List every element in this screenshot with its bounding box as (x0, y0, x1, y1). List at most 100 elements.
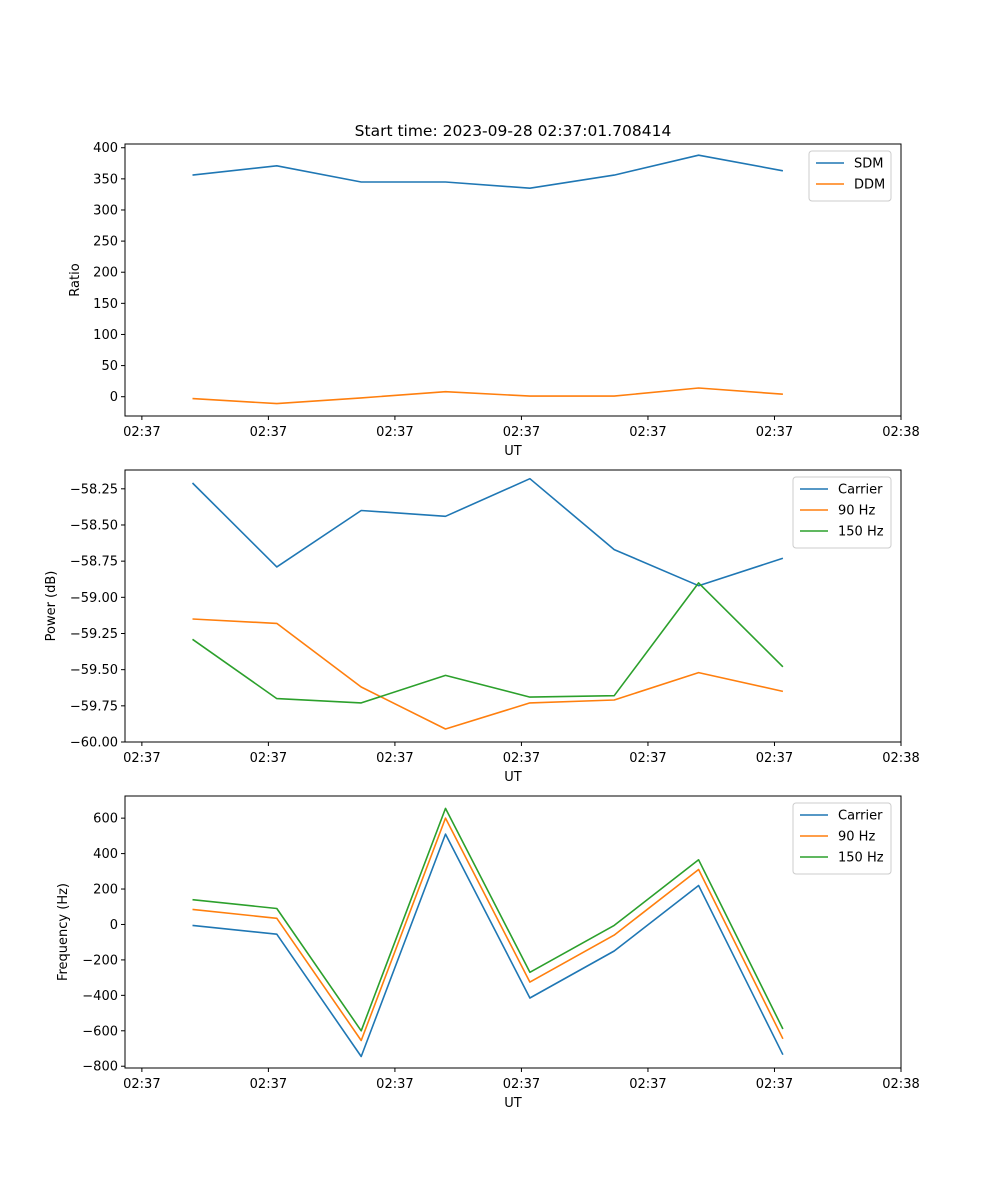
x-tick-label: 02:37 (250, 425, 287, 440)
data-point-carrier (613, 548, 615, 550)
data-point-sdm (529, 187, 531, 189)
y-tick-label: −59.75 (70, 699, 118, 714)
data-point-carrier (782, 1054, 784, 1056)
x-tick-label: 02:37 (250, 751, 287, 766)
data-point-90-hz (276, 917, 278, 919)
x-axis-label: UT (504, 444, 522, 459)
axes-frame (124, 143, 902, 417)
y-axis-label: Ratio (68, 263, 83, 296)
y-axis-label: Frequency (Hz) (56, 883, 71, 981)
y-tick-label: 350 (93, 172, 118, 187)
chart-title: Start time: 2023-09-28 02:37:01.708414 (355, 122, 672, 140)
data-point-150-hz (782, 666, 784, 668)
legend-label: Carrier (838, 483, 883, 498)
data-point-sdm (191, 174, 193, 176)
data-point-90-hz (529, 702, 531, 704)
x-tick-label: 02:37 (629, 425, 666, 440)
x-tick-label: 02:37 (629, 751, 666, 766)
data-point-ddm (276, 402, 278, 404)
legend-label: Carrier (838, 809, 883, 824)
series-line-carrier (191, 477, 784, 587)
y-tick-label: −58.50 (70, 518, 118, 533)
data-point-ddm (529, 395, 531, 397)
x-axis-label: UT (504, 770, 522, 785)
data-point-150-hz (697, 859, 699, 861)
data-point-ddm (444, 391, 446, 393)
x-axis-label: UT (504, 1096, 522, 1111)
data-point-carrier (276, 933, 278, 935)
data-point-ddm (613, 395, 615, 397)
y-tick-label: −60.00 (70, 736, 118, 751)
data-point-150-hz (360, 1030, 362, 1032)
data-point-carrier (360, 1055, 362, 1057)
data-point-90-hz (613, 934, 615, 936)
legend: SDM DDM (808, 150, 892, 202)
data-point-150-hz (444, 807, 446, 809)
x-tick-label: 02:37 (123, 425, 160, 440)
data-point-ddm (360, 397, 362, 399)
data-point-90-hz (191, 908, 193, 910)
data-point-sdm (697, 154, 699, 156)
x-tick-label: 02:37 (376, 751, 413, 766)
data-point-sdm (276, 165, 278, 167)
data-point-sdm (444, 181, 446, 183)
data-point-carrier (191, 924, 193, 926)
data-point-150-hz (782, 1028, 784, 1030)
legend-label: 150 Hz (838, 851, 884, 866)
data-point-150-hz (191, 638, 193, 640)
data-point-carrier (782, 557, 784, 559)
data-point-150-hz (613, 695, 615, 697)
data-point-carrier (697, 884, 699, 886)
axes-frame (124, 469, 902, 743)
y-tick-label: −58.75 (70, 555, 118, 570)
data-point-ddm (782, 393, 784, 395)
data-point-150-hz (360, 702, 362, 704)
data-point-ddm (697, 387, 699, 389)
data-point-sdm (613, 174, 615, 176)
y-tick-label: −600 (82, 1024, 118, 1039)
x-tick-label: 02:37 (123, 1077, 160, 1092)
legend-label: 90 Hz (838, 504, 875, 519)
y-tick-label: 300 (93, 203, 118, 218)
data-point-carrier (444, 515, 446, 517)
data-point-carrier (191, 482, 193, 484)
data-point-150-hz (444, 674, 446, 676)
legend-label: DDM (854, 178, 885, 193)
x-tick-label: 02:37 (503, 751, 540, 766)
data-point-carrier (529, 997, 531, 999)
x-tick-label: 02:37 (756, 1077, 793, 1092)
y-tick-label: −58.25 (70, 482, 118, 497)
chart-panel-3: −800 −600 −400 −200 0 200 400 600 02:37 02:37 02:3… (56, 795, 920, 1111)
y-tick-label: −200 (82, 953, 118, 968)
data-point-90-hz (276, 622, 278, 624)
data-point-carrier (276, 566, 278, 568)
y-axis-label: Power (dB) (44, 571, 59, 642)
legend-label: SDM (854, 157, 883, 172)
data-point-150-hz (697, 582, 699, 584)
axes-frame (124, 795, 902, 1069)
x-tick-label: 02:38 (882, 1077, 919, 1092)
series-line-150-hz (192, 807, 784, 1032)
x-tick-label: 02:37 (250, 1077, 287, 1092)
data-point-carrier (360, 509, 362, 511)
y-tick-label: −800 (82, 1060, 118, 1075)
data-point-150-hz (613, 924, 615, 926)
data-point-90-hz (529, 981, 531, 983)
x-tick-label: 02:37 (629, 1077, 666, 1092)
x-tick-label: 02:37 (376, 425, 413, 440)
legend: Carrier 90 Hz 150 Hz (792, 476, 892, 549)
data-point-ddm (191, 397, 193, 399)
x-tick-label: 02:37 (503, 1077, 540, 1092)
series-line-carrier (192, 833, 784, 1058)
data-point-90-hz (782, 1038, 784, 1040)
y-tick-label: 100 (93, 328, 118, 343)
y-tick-label: 600 (93, 812, 118, 827)
x-tick-label: 02:37 (756, 425, 793, 440)
series-line-sdm (192, 154, 784, 189)
y-tick-label: 200 (93, 266, 118, 281)
data-point-90-hz (360, 686, 362, 688)
chart-panel-1: Start time: 2023-09-28 02:37:01.708414 0 5… (68, 122, 920, 459)
series-line-90-hz (192, 817, 784, 1042)
data-point-150-hz (529, 696, 531, 698)
